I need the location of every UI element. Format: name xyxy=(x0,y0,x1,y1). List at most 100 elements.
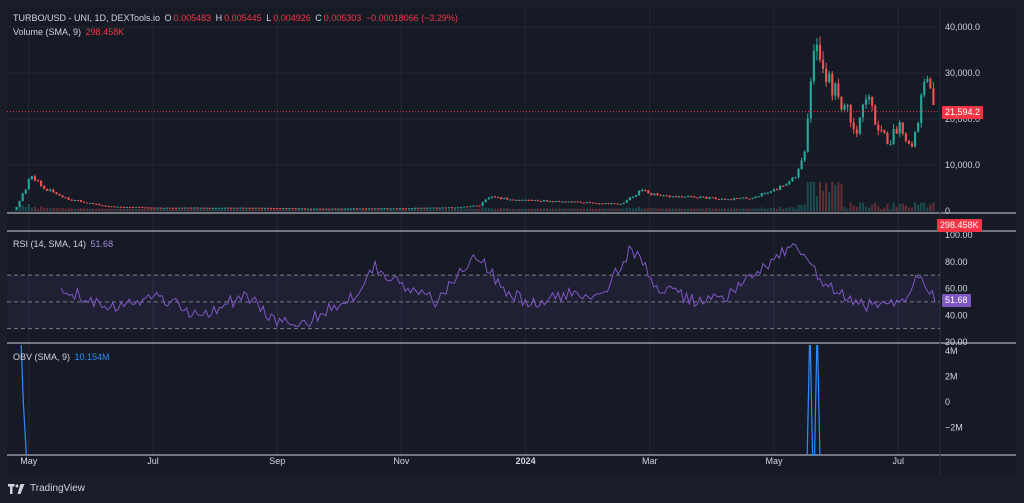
candle-body xyxy=(466,206,469,208)
chart-area[interactable]: 40,000.0 30,000.0 20,000.0 10,000.0 0 100.00 8… xyxy=(7,7,1016,477)
obv-legend-value: 10.154M xyxy=(74,352,110,362)
volume-bar xyxy=(76,208,79,211)
candle-body xyxy=(64,197,67,199)
rsi-axis-tick: 40.00 xyxy=(945,310,968,320)
volume-bar xyxy=(64,208,67,211)
candle-body xyxy=(361,208,365,210)
volume-bar xyxy=(125,208,129,211)
volume-bar xyxy=(861,202,865,211)
volume-bar xyxy=(395,208,398,211)
volume-bar xyxy=(401,208,405,211)
candle-body xyxy=(89,203,92,205)
rsi-badge: 51.68 xyxy=(942,293,971,307)
candle-body xyxy=(524,199,527,201)
volume-bar xyxy=(411,208,414,211)
candle-body xyxy=(131,207,135,209)
candle-body xyxy=(785,184,788,186)
candle-body xyxy=(920,95,923,123)
price-axis-tick: 40,000.0 xyxy=(945,22,980,32)
candle-body xyxy=(184,207,187,209)
volume-bar xyxy=(389,208,392,211)
candle-body xyxy=(671,196,674,198)
volume-bar xyxy=(855,206,858,211)
candle-body xyxy=(352,208,355,210)
candle-body xyxy=(199,207,202,209)
candle-body xyxy=(371,208,374,210)
volume-bar xyxy=(552,208,555,211)
high-label: H xyxy=(215,13,223,23)
volume-bar xyxy=(926,207,929,211)
candle-body xyxy=(254,207,257,209)
candle-body xyxy=(205,207,208,209)
candle-body xyxy=(733,198,736,200)
volume-badge: 298.458K xyxy=(937,219,982,232)
volume-bar xyxy=(705,207,708,211)
candle-body xyxy=(438,207,441,209)
volume-bar xyxy=(46,207,49,211)
candle-body xyxy=(49,189,52,191)
candle-body xyxy=(818,44,822,60)
candle-body xyxy=(708,197,711,199)
candle-body xyxy=(43,185,46,189)
candle-body xyxy=(717,199,720,201)
candle-body xyxy=(475,205,478,207)
candle-body xyxy=(70,199,73,201)
volume-bar xyxy=(665,208,668,211)
volume-bar xyxy=(573,208,576,211)
volume-bar xyxy=(493,208,497,211)
volume-bar xyxy=(39,206,43,211)
volume-bar xyxy=(457,208,460,211)
volume-bar xyxy=(260,208,263,211)
volume-bar xyxy=(116,208,119,211)
candle-body xyxy=(506,198,509,200)
candle-body xyxy=(187,207,190,209)
candle-body xyxy=(634,195,638,197)
volume-bar xyxy=(248,208,251,211)
volume-bar xyxy=(751,208,754,211)
candle-body xyxy=(889,144,892,146)
volume-bar xyxy=(858,202,861,211)
volume-bar xyxy=(254,208,257,211)
candle-body xyxy=(174,207,178,209)
candle-body xyxy=(806,118,809,152)
volume-bar xyxy=(319,208,322,211)
candle-body xyxy=(233,207,236,209)
price-candles xyxy=(15,36,935,210)
price-legend: TURBO/USD - UNI, 1D, DEXTools.io O 0.0054… xyxy=(13,13,460,23)
candle-body xyxy=(30,176,33,180)
candle-body xyxy=(24,189,27,194)
candle-body xyxy=(435,207,438,209)
candle-body xyxy=(726,199,730,201)
close-value: 0.005303 xyxy=(323,13,362,23)
candle-body xyxy=(447,207,451,209)
candle-body xyxy=(840,96,843,110)
price-axis-tick: 10,000.0 xyxy=(945,160,980,170)
volume-bar xyxy=(245,208,248,211)
candle-body xyxy=(242,207,245,209)
candle-body xyxy=(411,208,414,210)
volume-bar xyxy=(95,208,98,211)
candle-body xyxy=(230,207,233,209)
volume-bar xyxy=(907,207,911,211)
volume-bar xyxy=(444,208,447,211)
volume-bar xyxy=(760,207,763,211)
time-axis-tick: Jul xyxy=(892,456,904,466)
volume-bar xyxy=(524,208,527,211)
candle-body xyxy=(202,207,205,209)
volume-bar xyxy=(61,207,64,211)
candle-body xyxy=(616,203,619,205)
volume-bar xyxy=(637,206,641,211)
chart-canvas[interactable]: 40,000.0 30,000.0 20,000.0 10,000.0 0 100.00 8… xyxy=(7,7,1016,477)
candle-body xyxy=(162,207,165,209)
candle-body xyxy=(404,208,408,210)
volume-bar xyxy=(312,208,316,211)
volume-bar xyxy=(79,208,83,211)
volume-bar xyxy=(484,207,487,211)
volume-bar xyxy=(294,208,297,211)
volume-bar xyxy=(429,208,432,211)
candle-body xyxy=(153,207,156,209)
candle-body xyxy=(306,208,309,210)
volume-bar xyxy=(598,208,601,211)
candle-body xyxy=(52,189,55,193)
candle-body xyxy=(119,206,122,208)
